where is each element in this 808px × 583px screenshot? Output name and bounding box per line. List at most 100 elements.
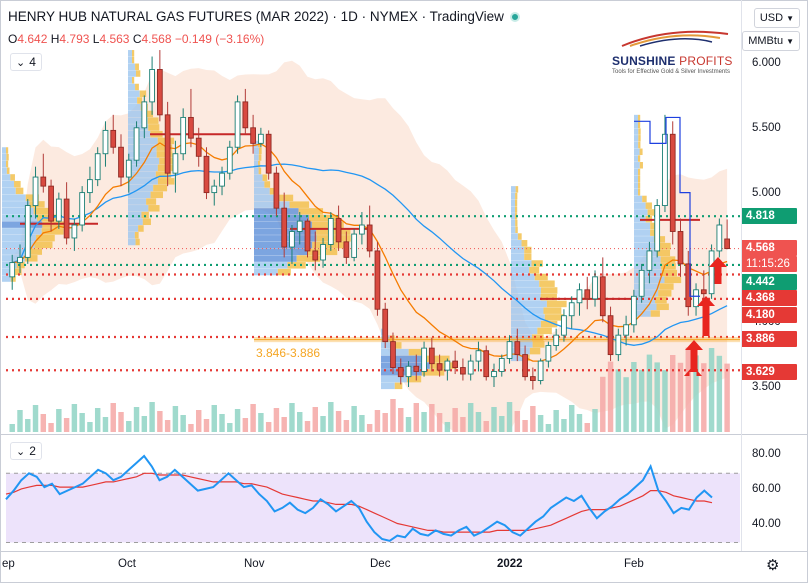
- main-legend-count: 4: [29, 55, 36, 69]
- volume-bar: [685, 347, 691, 432]
- volume-bar: [304, 421, 311, 432]
- candle-body: [553, 334, 560, 346]
- volume-bar: [654, 362, 660, 432]
- candle-body: [592, 276, 598, 300]
- volume-bar: [343, 420, 350, 432]
- time-axis-separator: [0, 551, 808, 552]
- volume-bar: [56, 409, 62, 432]
- volume-bar: [421, 412, 427, 432]
- volume-bar: [670, 355, 676, 432]
- rsi-axis-label: 80.00: [752, 448, 781, 460]
- rsi-axis-label: 40.00: [752, 518, 781, 530]
- price-axis-label: 5.000: [752, 187, 781, 199]
- main-legend-toggle[interactable]: ⌄ 4: [10, 53, 42, 71]
- candle-body: [537, 360, 544, 381]
- logo-brand-b: PROFITS: [675, 54, 733, 68]
- candle-body: [102, 129, 109, 155]
- candle-body: [382, 308, 389, 343]
- candle-body: [258, 133, 264, 144]
- candle-body: [607, 315, 614, 356]
- candle-body: [203, 155, 210, 194]
- volume-bar: [576, 414, 583, 432]
- price-axis-label: 3.500: [752, 381, 781, 393]
- candle-body: [55, 198, 62, 222]
- level-tag-4368: 4.368: [741, 290, 797, 306]
- candle-body: [118, 146, 124, 178]
- unit-button[interactable]: MMBtu ▼: [742, 31, 800, 51]
- candle-body: [514, 341, 521, 356]
- candle-body: [172, 153, 179, 174]
- volume-bar: [32, 405, 39, 432]
- candle-body: [40, 176, 47, 187]
- candle-body: [63, 198, 70, 239]
- bar-countdown-tag: 11:15:26: [741, 256, 797, 272]
- volume-bar: [600, 376, 606, 432]
- volume-bar: [273, 408, 280, 432]
- volume-bar: [71, 404, 78, 432]
- volume-bar: [460, 417, 466, 432]
- time-axis-label: Nov: [244, 558, 265, 570]
- volume-bar: [607, 361, 614, 432]
- volume-bar: [17, 410, 23, 432]
- low-value: 4.563: [99, 32, 130, 46]
- candle-body: [700, 289, 707, 295]
- currency-button[interactable]: USD ▼: [753, 8, 800, 28]
- symbol-title[interactable]: HENRY HUB NATURAL GAS FUTURES (MAR 2022)…: [8, 9, 520, 24]
- low-label: L: [92, 32, 100, 46]
- candle-body: [491, 370, 497, 378]
- high-value: 4.793: [59, 32, 90, 46]
- candle-body: [584, 289, 591, 300]
- chevron-down-icon: ⌄: [16, 446, 26, 458]
- candle-body: [289, 231, 295, 248]
- candle-body: [390, 341, 396, 369]
- rsi-band: [6, 473, 740, 543]
- volume-bar: [584, 423, 590, 432]
- candle-body: [452, 360, 459, 369]
- volume-bar: [258, 413, 264, 432]
- candle-body: [24, 205, 31, 258]
- candle-body: [141, 101, 148, 129]
- volume-bar: [553, 410, 559, 432]
- volume-bar: [623, 377, 629, 432]
- volume-bar: [234, 409, 241, 432]
- candle-body: [188, 116, 194, 139]
- level-tag-4180: 4.180: [741, 307, 797, 323]
- candle-body: [413, 365, 420, 372]
- candle-body: [133, 127, 140, 161]
- volume-bar: [506, 402, 513, 432]
- open-value: 4.642: [17, 32, 48, 46]
- pane-separator[interactable]: [0, 434, 808, 435]
- volume-profile: [511, 186, 567, 362]
- volume-bar: [429, 404, 435, 432]
- candle-body: [320, 243, 326, 261]
- volume-bar: [320, 416, 326, 432]
- candle-body: [460, 367, 466, 375]
- rsi-legend-toggle[interactable]: ⌄ 2: [10, 442, 42, 460]
- candle-body: [242, 101, 249, 129]
- volume-bar: [491, 407, 497, 432]
- volume-bar: [265, 422, 272, 432]
- candle-body: [467, 360, 474, 375]
- candle-body: [654, 205, 661, 252]
- gear-icon[interactable]: ⚙: [766, 557, 780, 574]
- candle-body: [397, 367, 404, 378]
- candle-body: [444, 360, 451, 371]
- level-tag-4442: 4.442: [741, 274, 797, 290]
- candle-body: [708, 250, 715, 295]
- volume-bar: [250, 404, 256, 432]
- chevron-down-icon: ⌄: [16, 57, 26, 69]
- candle-body: [506, 341, 513, 359]
- volume-bar: [195, 410, 202, 432]
- candle-body: [335, 218, 342, 243]
- price-axis-separator: [741, 0, 742, 551]
- volume-bar: [701, 363, 707, 432]
- volume-bar: [102, 417, 109, 432]
- volume-bar: [631, 362, 637, 432]
- candle-body: [87, 179, 93, 194]
- close-label: C: [132, 32, 142, 46]
- time-axis-label: ep: [2, 558, 15, 570]
- volume-bar: [79, 413, 85, 432]
- candle-body: [677, 231, 684, 265]
- volume-bar: [63, 418, 70, 432]
